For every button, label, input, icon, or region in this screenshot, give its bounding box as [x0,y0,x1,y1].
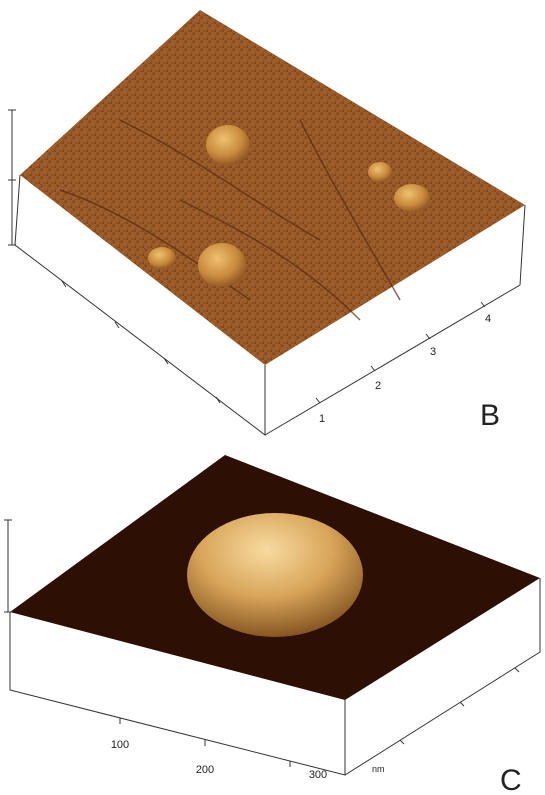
panel-label: C [500,764,522,795]
surface [20,10,525,365]
box-edges [14,174,526,437]
texture-lines [59,119,401,321]
axis-ticks [119,667,520,767]
axis-label: 4 [485,313,491,325]
axis-label: 3 [430,346,436,358]
panel-b: 1 2 3 4 B [8,10,526,437]
axis-label: 2 [375,380,381,392]
axis-label: 100 [111,739,129,751]
axis-label: 300 [309,769,327,781]
axis-label: 1 [319,413,325,425]
dome [187,513,363,637]
scale-bar [4,519,12,613]
unit-label: nm [372,764,385,774]
axis-ticks [61,280,486,404]
axis-label: 200 [196,764,214,776]
bump [198,243,246,287]
bump [206,125,250,165]
bump [368,162,392,182]
panel-label: B [480,399,500,432]
panel-c: 100 200 300 nm C [4,455,541,795]
box-edges [9,578,541,776]
bump [148,247,176,269]
bump [394,184,430,212]
scale-bar [8,109,16,246]
